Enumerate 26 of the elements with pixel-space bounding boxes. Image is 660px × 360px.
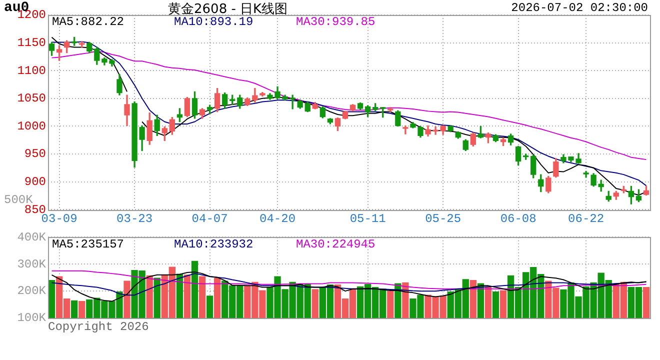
text: 2026-07-02 02:30:00 bbox=[511, 1, 648, 15]
y-tick-label: 1100 bbox=[17, 64, 46, 78]
y-tick-label: 200K bbox=[17, 284, 47, 298]
x-tick-label: 05-11 bbox=[350, 212, 386, 226]
text: MA10:233932 bbox=[174, 237, 254, 252]
y-tick-label: 1050 bbox=[17, 92, 46, 106]
x-tick-label: 06-08 bbox=[500, 212, 536, 226]
x-tick-label: 06-22 bbox=[568, 212, 604, 226]
text: MA30:939.85 bbox=[296, 15, 376, 30]
series-label: MA5:235157 bbox=[52, 237, 124, 252]
x-tick-label: 03-23 bbox=[116, 212, 153, 226]
y-tick-label: 950 bbox=[24, 147, 46, 162]
y-tick-label: 900 bbox=[24, 174, 46, 189]
y-tick-label: 1150 bbox=[17, 36, 46, 50]
text: Copyright 2026 bbox=[48, 320, 149, 334]
x-tick-label: 04-07 bbox=[192, 212, 228, 226]
x-tick-label: 05-25 bbox=[425, 212, 462, 226]
y-tick-label: 400K bbox=[17, 230, 47, 244]
x-tick-label: 04-20 bbox=[260, 212, 296, 226]
text: MA30:224945 bbox=[296, 237, 376, 252]
y-tick-label: 100K bbox=[17, 311, 47, 326]
y-tick-label: 300K bbox=[17, 257, 47, 272]
text: MA10:893.19 bbox=[174, 15, 254, 30]
chart-title: 黄金2608 - 日K线图 bbox=[168, 1, 288, 17]
y-tick-label: 1000 bbox=[17, 119, 46, 134]
series-label: MA5:882.22 bbox=[52, 15, 124, 30]
